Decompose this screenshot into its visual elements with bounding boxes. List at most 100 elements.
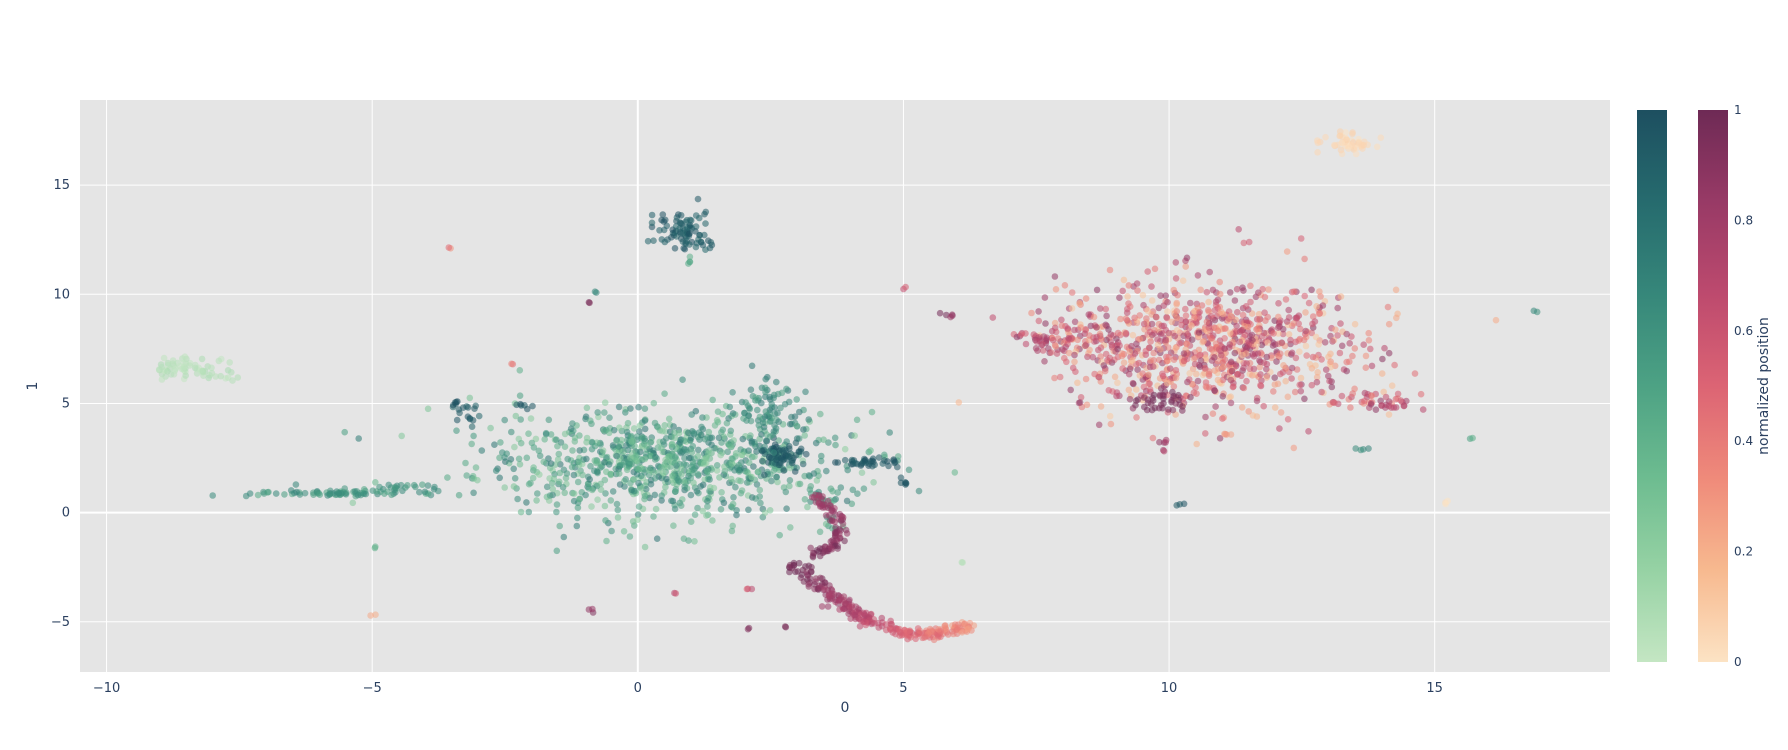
data-point xyxy=(416,488,423,496)
data-point xyxy=(1322,133,1329,141)
data-point xyxy=(569,420,576,427)
data-point xyxy=(679,376,686,384)
data-point xyxy=(1288,375,1295,382)
data-point xyxy=(620,528,628,535)
data-point xyxy=(821,579,829,586)
data-point xyxy=(811,581,818,588)
plot-background xyxy=(80,100,1610,672)
data-point xyxy=(765,459,772,466)
data-point xyxy=(1074,379,1081,387)
data-point xyxy=(1352,150,1360,158)
data-point xyxy=(628,438,635,445)
data-point xyxy=(1334,332,1341,339)
data-point xyxy=(181,353,189,361)
data-point xyxy=(1140,394,1148,401)
data-point xyxy=(1039,347,1047,354)
data-point xyxy=(1301,255,1308,263)
data-point xyxy=(570,490,578,497)
data-point xyxy=(786,420,794,428)
data-point xyxy=(622,409,629,416)
data-point xyxy=(553,547,561,555)
data-point xyxy=(607,470,615,478)
data-point xyxy=(1285,331,1293,338)
data-point xyxy=(1200,337,1207,345)
data-point xyxy=(622,476,629,483)
data-point xyxy=(444,474,451,481)
data-point xyxy=(1275,330,1282,337)
data-point xyxy=(524,405,531,413)
data-point xyxy=(582,491,589,499)
data-point xyxy=(690,429,698,437)
data-point xyxy=(551,470,558,478)
data-point xyxy=(471,405,478,413)
data-point xyxy=(1394,390,1402,398)
data-point xyxy=(1125,282,1133,289)
data-point xyxy=(1338,342,1346,350)
data-point xyxy=(748,362,756,370)
data-point xyxy=(1297,235,1305,242)
data-point xyxy=(1193,390,1200,398)
data-point xyxy=(709,396,716,404)
data-point xyxy=(559,483,567,491)
data-point xyxy=(1312,333,1320,341)
data-point xyxy=(894,453,902,460)
data-point xyxy=(491,441,498,449)
data-point xyxy=(650,513,657,520)
data-point xyxy=(1256,357,1263,364)
data-point xyxy=(1338,392,1346,400)
data-point xyxy=(1282,377,1289,385)
data-point xyxy=(804,503,811,511)
data-point xyxy=(512,412,520,420)
data-point xyxy=(937,628,944,635)
data-point xyxy=(635,479,642,487)
data-point xyxy=(832,441,839,449)
data-point xyxy=(588,503,595,510)
data-point xyxy=(1111,373,1119,381)
data-point xyxy=(1331,399,1338,407)
data-point xyxy=(1205,306,1212,314)
data-point xyxy=(586,476,593,483)
data-point xyxy=(678,471,685,478)
data-point xyxy=(615,470,623,477)
data-point xyxy=(1148,297,1156,304)
data-point xyxy=(1205,298,1212,306)
data-point xyxy=(487,424,494,432)
data-point xyxy=(272,490,280,497)
data-point xyxy=(421,488,429,496)
data-point xyxy=(1064,325,1072,332)
data-point xyxy=(1226,329,1234,337)
y-tick-label: 15 xyxy=(53,178,70,193)
data-point xyxy=(553,501,561,508)
data-point xyxy=(1233,285,1241,293)
data-point xyxy=(729,410,737,417)
data-point xyxy=(1380,388,1387,396)
data-point xyxy=(1292,338,1299,346)
data-point xyxy=(1086,332,1093,339)
data-point xyxy=(948,311,956,319)
data-point xyxy=(801,496,809,503)
data-point xyxy=(1017,331,1025,338)
data-point xyxy=(818,452,825,460)
data-point xyxy=(1275,300,1282,307)
data-point xyxy=(1068,305,1076,312)
data-point xyxy=(779,453,787,461)
data-point xyxy=(912,635,919,643)
data-point xyxy=(1278,339,1286,347)
data-point xyxy=(1365,337,1373,344)
data-point xyxy=(372,479,379,486)
data-point xyxy=(1077,394,1085,401)
data-point xyxy=(651,475,659,482)
data-point xyxy=(724,440,732,448)
data-point xyxy=(613,452,620,460)
data-point xyxy=(702,208,710,216)
data-point xyxy=(773,443,780,451)
data-point xyxy=(1039,341,1046,348)
data-point xyxy=(757,499,764,507)
data-point xyxy=(1308,329,1315,337)
data-point xyxy=(1240,384,1248,392)
points-layer xyxy=(155,128,1541,644)
data-point xyxy=(761,509,769,516)
data-point xyxy=(810,470,818,477)
data-point xyxy=(158,363,166,371)
data-point xyxy=(591,442,599,450)
